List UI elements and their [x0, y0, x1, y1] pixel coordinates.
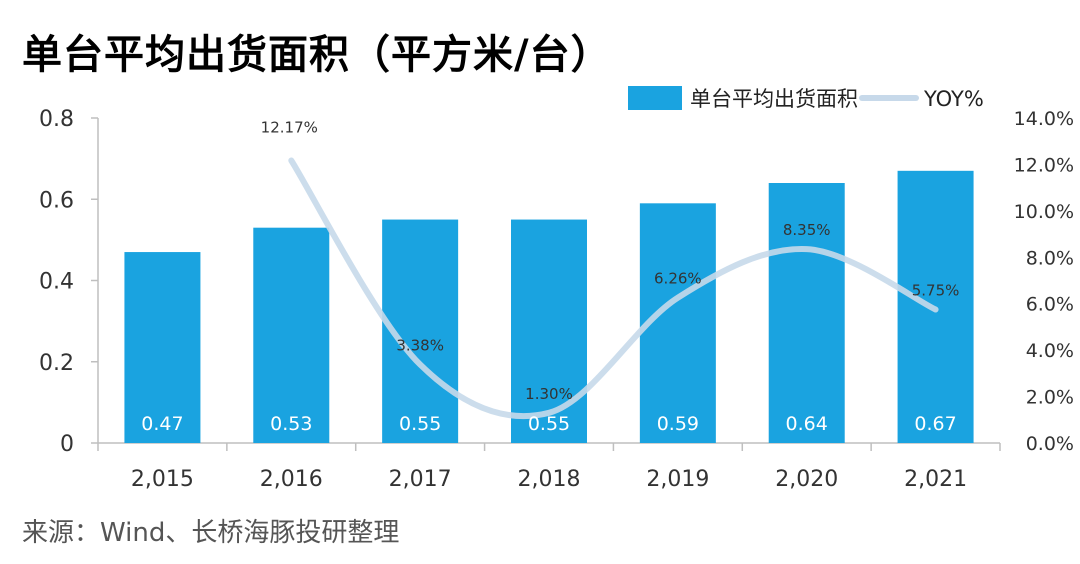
yoy-value-label: 12.17% — [261, 118, 318, 136]
y-right-tick-label: 0.0% — [1026, 433, 1074, 455]
y-right-tick-label: 2.0% — [1026, 387, 1074, 409]
y-left-tick-label: 0.6 — [39, 188, 74, 213]
y-right-tick-label: 10.0% — [1014, 201, 1074, 223]
x-tick-label: 2,016 — [260, 467, 323, 492]
y-right-tick-label: 8.0% — [1026, 247, 1074, 269]
source-note: 来源：Wind、长桥海豚投研整理 — [22, 518, 400, 548]
data-labels-group: 0.47 0.53 0.55 0.55 0.59 0.64 0.67 12.17% 3.38% 1… — [141, 118, 959, 435]
legend-line-label: YOY% — [923, 87, 984, 111]
x-tick-label: 2,019 — [646, 467, 709, 492]
bar-4 — [639, 203, 716, 443]
yoy-value-label: 3.38% — [396, 337, 444, 355]
x-tick-label: 2,020 — [775, 467, 838, 492]
bar-value-label: 0.55 — [528, 413, 570, 435]
bar-0 — [124, 252, 201, 443]
bar-value-label: 0.53 — [270, 413, 312, 435]
yoy-line-group — [288, 157, 939, 420]
x-tick-label: 2,021 — [904, 467, 967, 492]
legend-bar-label: 单台平均出货面积 — [690, 87, 858, 111]
x-tick-label: 2,015 — [131, 467, 194, 492]
y-right-tick-label: 14.0% — [1014, 108, 1074, 130]
yoy-value-label: 5.75% — [912, 282, 960, 300]
legend-bar-swatch — [628, 86, 682, 110]
y-left-tick-label: 0.2 — [39, 351, 74, 376]
bar-5 — [768, 183, 845, 443]
y-right-tick-label: 6.0% — [1026, 294, 1074, 316]
yoy-value-label: 1.30% — [525, 385, 573, 403]
legend: 单台平均出货面积 YOY% — [628, 86, 984, 111]
bar-value-label: 0.55 — [399, 413, 441, 435]
yoy-value-label: 6.26% — [654, 270, 702, 288]
y-left-tick-label: 0.8 — [39, 107, 74, 132]
chart-title: 单台平均出货面积（平方米/台） — [22, 32, 612, 78]
bar-1 — [253, 227, 330, 443]
x-tick-label: 2,017 — [389, 467, 452, 492]
y-right-tick-label: 12.0% — [1014, 154, 1074, 176]
y-left-tick-label: 0 — [60, 432, 74, 457]
bar-value-label: 0.67 — [914, 413, 956, 435]
y-right-tick-label: 4.0% — [1026, 340, 1074, 362]
bar-value-label: 0.64 — [786, 413, 828, 435]
bar-3 — [511, 219, 587, 443]
yoy-series-line — [288, 157, 939, 420]
y-left-tick-label: 0.4 — [39, 270, 74, 295]
bar-value-label: 0.59 — [657, 413, 699, 435]
bar-value-label: 0.47 — [141, 413, 183, 435]
x-tick-label: 2,018 — [518, 467, 581, 492]
yoy-value-label: 8.35% — [783, 221, 831, 239]
